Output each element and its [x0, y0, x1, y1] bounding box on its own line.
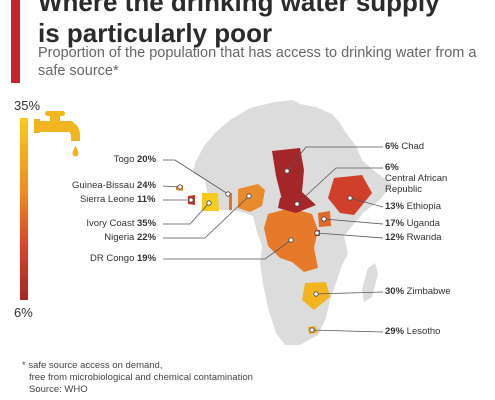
marker-dot-chad	[284, 168, 290, 174]
country-label-ivory-coast: Ivory Coast 35%	[86, 218, 161, 229]
leader-line-lesotho	[311, 329, 384, 333]
page-title: Where the drinking water supply is parti…	[38, 0, 493, 49]
country-value: 6%	[385, 162, 399, 173]
marker-dot-dr-congo	[288, 237, 294, 243]
marker-dot-uganda	[321, 216, 327, 222]
marker-dot-ivory-coast	[206, 200, 212, 206]
marker-dot-ethiopia	[347, 195, 353, 201]
country-name: Nigeria	[104, 232, 135, 243]
country-name: Guinea-Bissau	[72, 180, 135, 191]
country-label-zimbabwe: 30% Zimbabwe	[385, 286, 450, 297]
scale-max-label: 35%	[14, 98, 41, 113]
leader-line-ivory-coast	[163, 202, 210, 225]
country-value: 35%	[137, 218, 157, 229]
marker-dot-central-african-republic	[294, 201, 300, 207]
country-value: 19%	[137, 253, 157, 264]
leader-line-guinea-bissau	[162, 185, 181, 188]
country-value: 20%	[137, 154, 157, 165]
country-label-ethiopia: 13% Ethiopia	[385, 201, 441, 212]
footnote-line: free from microbiological and chemical c…	[29, 372, 253, 383]
country-value: 13%	[385, 201, 405, 212]
country-value: 12%	[385, 232, 405, 243]
country-value: 30%	[385, 286, 405, 297]
country-label-dr-congo: DR Congo 19%	[90, 253, 161, 264]
country-name: Sierra Leone	[79, 194, 135, 205]
country-name: Chad	[401, 141, 425, 152]
title-line-1: Where the drinking water supply	[38, 0, 440, 17]
country-togo	[229, 193, 232, 210]
marker-dot-nigeria	[246, 193, 252, 199]
country-name: Rwanda	[406, 232, 442, 243]
country-label-central-african-republic: 6% Central African Republic	[385, 162, 455, 195]
country-name: Central African Republic	[385, 173, 448, 195]
leader-line-uganda	[323, 218, 384, 225]
country-value: 6%	[385, 141, 399, 152]
country-value: 29%	[385, 326, 405, 337]
leader-line-rwanda	[316, 232, 384, 239]
marker-dot-togo	[225, 191, 231, 197]
scale-min-label: 6%	[14, 305, 33, 320]
leader-line-central-african-republic	[296, 167, 383, 205]
subtitle: Proportion of the population that has ac…	[38, 45, 477, 79]
faucet-icon	[34, 111, 80, 157]
country-name: Ethiopia	[406, 201, 441, 212]
leader-line-togo	[163, 159, 229, 195]
madagascar-silhouette	[362, 263, 378, 302]
country-name: DR Congo	[90, 253, 135, 264]
country-label-chad: 6% Chad	[385, 141, 424, 152]
country-label-togo: Togo 20%	[114, 154, 161, 165]
leader-line-chad	[286, 146, 383, 172]
country-label-nigeria: Nigeria 22%	[104, 232, 161, 243]
country-ethiopia	[328, 175, 372, 215]
country-name: Uganda	[406, 218, 440, 229]
leader-line-nigeria	[163, 195, 250, 239]
marker-dot-lesotho	[309, 327, 315, 333]
leader-line-dr-congo	[163, 239, 292, 260]
country-value: 17%	[385, 218, 405, 229]
country-label-rwanda: 12% Rwanda	[385, 232, 442, 243]
country-label-uganda: 17% Uganda	[385, 218, 440, 229]
country-chad	[272, 148, 304, 200]
leader-line-zimbabwe	[315, 291, 384, 295]
marker-dot-guinea-bissau	[177, 184, 183, 190]
country-label-guinea-bissau: Guinea-Bissau 24%	[72, 180, 161, 191]
country-name: Zimbabwe	[406, 286, 451, 297]
color-scale-bar	[20, 118, 28, 300]
leader-line-ethiopia	[349, 197, 384, 208]
marker-dot-rwanda	[314, 230, 320, 236]
source-label: Source: WHO	[29, 384, 88, 395]
country-label-lesotho: 29% Lesotho	[385, 326, 440, 337]
title-line-2: is particularly poor	[38, 18, 273, 48]
footnote-line: * safe source access on demand,	[22, 360, 163, 371]
footnote: * safe source access on demand, free fro…	[22, 360, 253, 396]
country-name: Lesotho	[406, 326, 441, 337]
country-label-sierra-leone: Sierra Leone 11%	[80, 194, 161, 205]
country-nigeria	[238, 184, 265, 212]
accent-bar	[11, 0, 20, 83]
marker-dot-sierra-leone	[188, 197, 194, 203]
country-name: Ivory Coast	[86, 218, 135, 229]
marker-dot-zimbabwe	[313, 291, 319, 297]
country-value: 22%	[137, 232, 157, 243]
country-name: Togo	[113, 154, 135, 165]
country-value: 24%	[137, 180, 157, 191]
country-value: 11%	[137, 194, 156, 205]
